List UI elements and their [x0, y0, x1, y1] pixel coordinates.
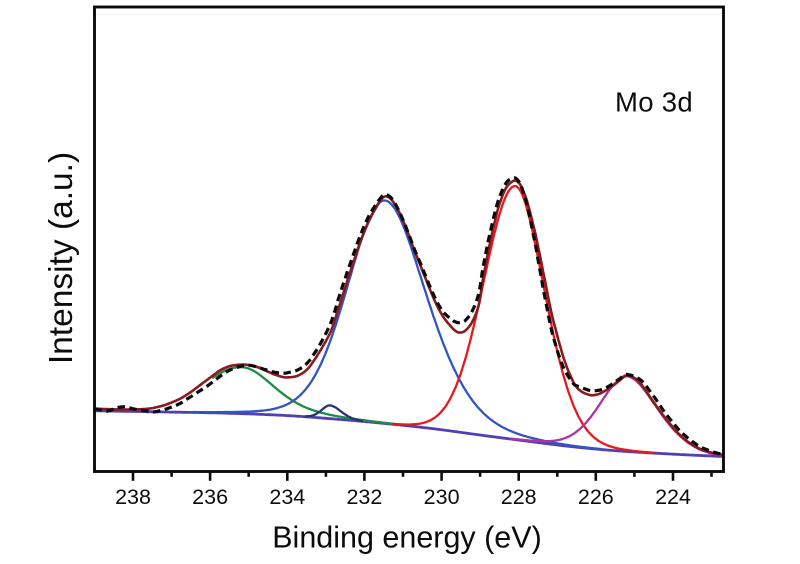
svg-text:Binding energy (eV): Binding energy (eV) [272, 521, 542, 555]
svg-text:Intensity (a.u.): Intensity (a.u.) [43, 152, 80, 364]
svg-text:232: 232 [346, 485, 382, 509]
svg-text:234: 234 [269, 485, 305, 509]
svg-text:236: 236 [192, 485, 228, 509]
svg-text:Mo 3d: Mo 3d [615, 87, 693, 118]
svg-text:226: 226 [578, 485, 614, 509]
svg-text:238: 238 [115, 485, 151, 509]
svg-text:228: 228 [501, 485, 537, 509]
svg-text:224: 224 [655, 485, 691, 509]
svg-text:230: 230 [424, 485, 460, 509]
